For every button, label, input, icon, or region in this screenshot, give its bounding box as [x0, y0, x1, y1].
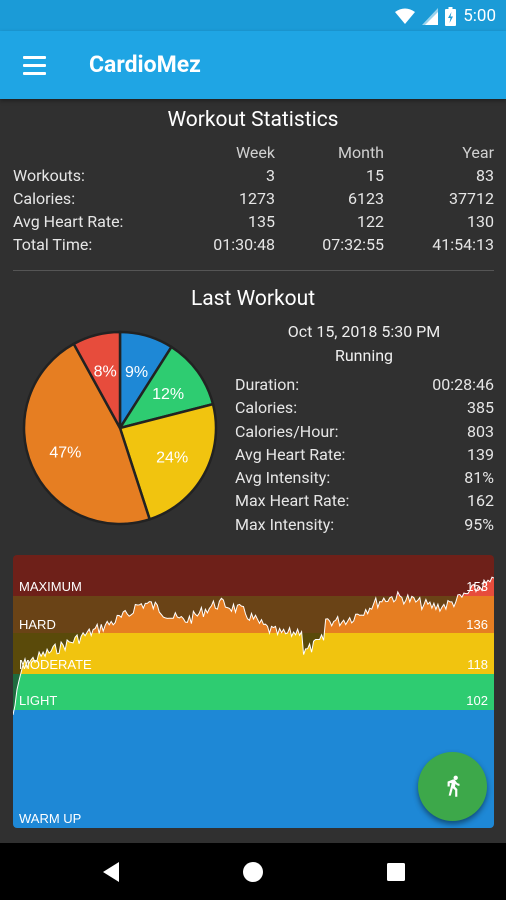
- stats-week: 3: [266, 166, 275, 185]
- detail-duration: Duration: 00:28:46: [235, 375, 494, 398]
- zone-fill: [20, 633, 494, 674]
- zone-fill: [82, 596, 494, 633]
- navigation-bar: [0, 843, 506, 900]
- stats-label: Avg Heart Rate:: [13, 212, 124, 231]
- detail-label: Calories:: [235, 398, 298, 418]
- pie-slice-label: 12%: [152, 386, 184, 403]
- app-bar: CardioMez: [0, 31, 506, 99]
- detail-value: 95%: [464, 514, 494, 534]
- workout-statistics-table: Week Month Year Workouts: 3 15 83 Calori…: [13, 143, 494, 258]
- status-time: 5:00: [463, 6, 496, 26]
- column-month: Month: [338, 143, 384, 162]
- stats-year: 37712: [449, 189, 494, 208]
- last-workout-type: Running: [334, 346, 394, 365]
- stats-month: 122: [357, 212, 384, 231]
- column-week: Week: [235, 143, 275, 162]
- heart-rate-line: [13, 576, 494, 716]
- detail-label: Avg Heart Rate:: [235, 444, 346, 464]
- pie-slice-label: 47%: [49, 445, 81, 462]
- last-workout-title: Last Workout: [190, 287, 316, 311]
- status-bar: 5:00: [0, 0, 506, 31]
- stats-label: Calories:: [13, 189, 76, 208]
- menu-icon[interactable]: [14, 47, 56, 83]
- zone-label-light: LIGHT: [19, 693, 57, 708]
- zone-threshold-maximum: 153: [466, 579, 488, 594]
- battery-icon: [445, 6, 457, 26]
- back-icon[interactable]: [98, 859, 124, 885]
- zone-label-moderate: MODERATE: [19, 657, 92, 672]
- stats-row-avg-heart-rate: Avg Heart Rate: 135 122 130: [13, 212, 494, 235]
- zone-threshold-moderate: 118: [467, 657, 488, 672]
- stats-label: Workouts:: [13, 166, 85, 185]
- detail-calories: Calories: 385: [235, 398, 494, 421]
- detail-value: 385: [467, 398, 494, 418]
- running-icon: [447, 775, 459, 797]
- zone-threshold-hard: 136: [466, 617, 488, 632]
- detail-value: 803: [467, 421, 494, 441]
- detail-label: Max Intensity:: [235, 514, 335, 534]
- zone-label-hard: HARD: [19, 617, 56, 632]
- pie-slice: [22, 342, 152, 526]
- detail-value: 162: [467, 491, 494, 511]
- pie-slice: [117, 345, 215, 430]
- section-divider: [13, 270, 494, 271]
- zone-threshold-light: 102: [466, 693, 488, 708]
- stats-row-total-time: Total Time: 01:30:48 07:32:55 41:54:13: [13, 235, 494, 258]
- heart-rate-zone-chart[interactable]: MAXIMUM HARD MODERATE LIGHT WARM UP 153 …: [13, 555, 494, 828]
- stats-month: 15: [366, 166, 384, 185]
- signal-icon: [422, 7, 439, 25]
- detail-label: Calories/Hour:: [235, 421, 339, 441]
- stats-month: 07:32:55: [322, 235, 384, 254]
- detail-avg-intensity: Avg Intensity: 81%: [235, 468, 494, 491]
- detail-calories-per-hour: Calories/Hour: 803: [235, 422, 494, 445]
- pie-slice-label: 8%: [94, 363, 117, 380]
- app-title: CardioMez: [89, 51, 201, 78]
- stats-row-workouts: Workouts: 3 15 83: [13, 166, 494, 189]
- zone-band-maximum: [13, 555, 494, 596]
- start-workout-button[interactable]: [418, 752, 487, 821]
- last-workout-date: Oct 15, 2018 5:30 PM: [287, 322, 441, 341]
- detail-max-heart-rate: Max Heart Rate: 162: [235, 491, 494, 514]
- stats-week: 135: [248, 212, 275, 231]
- pie-slice-label: 9%: [125, 364, 148, 381]
- detail-label: Max Heart Rate:: [235, 491, 350, 511]
- stats-row-calories: Calories: 1273 6123 37712: [13, 189, 494, 212]
- zone-band-warmup: [13, 710, 494, 828]
- stats-week: 01:30:48: [213, 235, 275, 254]
- recents-icon[interactable]: [383, 859, 409, 885]
- detail-avg-heart-rate: Avg Heart Rate: 139: [235, 445, 494, 468]
- wifi-icon: [395, 8, 416, 24]
- detail-max-intensity: Max Intensity: 95%: [235, 515, 494, 538]
- detail-label: Duration:: [235, 375, 300, 394]
- stats-header-row: Week Month Year: [13, 143, 494, 166]
- zone-label-maximum: MAXIMUM: [19, 579, 82, 594]
- column-year: Year: [462, 143, 494, 162]
- stats-year: 41:54:13: [432, 235, 494, 254]
- pie-slice: [72, 330, 122, 429]
- stats-week: 1273: [239, 189, 275, 208]
- zone-fill: [14, 674, 494, 710]
- workout-statistics-title: Workout Statistics: [167, 108, 339, 132]
- stats-year: 83: [476, 166, 494, 185]
- pie-slice-label: 24%: [156, 450, 188, 467]
- zone-label-warmup: WARM UP: [19, 811, 81, 826]
- stats-year: 130: [467, 212, 494, 231]
- detail-label: Avg Intensity:: [235, 468, 331, 488]
- detail-value: 139: [467, 444, 494, 464]
- pie-slice: [118, 402, 218, 521]
- stats-month: 6123: [348, 189, 384, 208]
- intensity-pie-chart[interactable]: 9%12% 24% 47% 8%: [22, 330, 218, 526]
- detail-value: 00:28:46: [432, 375, 494, 394]
- stats-label: Total Time:: [13, 235, 93, 254]
- detail-value: 81%: [464, 468, 494, 488]
- home-icon[interactable]: [240, 859, 266, 885]
- last-workout-details: Duration: 00:28:46 Calories: 385 Calorie…: [235, 375, 494, 538]
